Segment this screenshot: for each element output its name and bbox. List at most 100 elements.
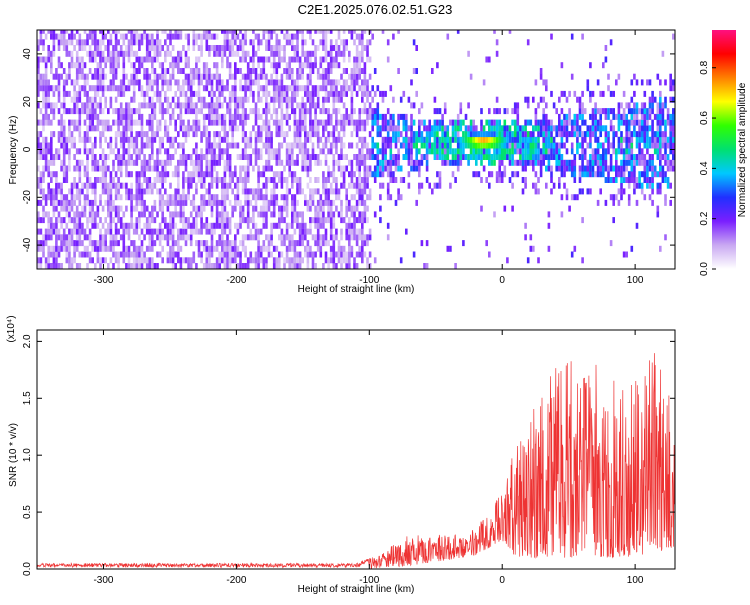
heatmap-cell bbox=[418, 131, 421, 138]
heatmap-cell bbox=[246, 165, 250, 172]
heatmap-cell bbox=[205, 136, 209, 143]
heatmap-cell bbox=[555, 148, 558, 155]
heatmap-cell bbox=[202, 131, 206, 138]
heatmap-cell bbox=[288, 245, 291, 252]
heatmap-cell bbox=[202, 171, 206, 178]
heatmap-cell bbox=[161, 73, 164, 80]
heatmap-cell bbox=[60, 39, 63, 46]
heatmap-cell bbox=[114, 45, 118, 51]
heatmap-cell bbox=[498, 131, 501, 138]
heatmap-cell bbox=[283, 90, 286, 97]
heatmap-cell bbox=[78, 199, 82, 206]
heatmap-cell bbox=[228, 142, 232, 149]
heatmap-cell bbox=[104, 199, 107, 206]
heatmap-cell bbox=[545, 142, 548, 149]
heatmap-cell bbox=[337, 211, 341, 218]
heatmap-cell bbox=[508, 30, 512, 34]
heatmap-cell bbox=[241, 108, 245, 115]
heatmap-cell bbox=[490, 136, 494, 143]
heatmap-cell bbox=[627, 136, 631, 143]
heatmap-cell bbox=[88, 199, 92, 206]
heatmap-cell bbox=[119, 217, 123, 224]
heatmap-cell bbox=[643, 177, 647, 183]
heatmap-cell bbox=[259, 154, 263, 160]
heatmap-cell bbox=[114, 73, 118, 80]
heatmap-cell bbox=[275, 119, 279, 126]
heatmap-cell bbox=[169, 30, 172, 34]
heatmap-cell bbox=[164, 165, 167, 172]
heatmap-cell bbox=[368, 113, 372, 120]
heatmap-cell bbox=[221, 148, 224, 155]
heatmap-cell bbox=[94, 263, 97, 269]
heatmap-cell bbox=[459, 159, 463, 166]
heatmap-cell bbox=[213, 62, 216, 69]
heatmap-cell bbox=[197, 125, 201, 132]
heatmap-cell bbox=[55, 245, 58, 252]
heatmap-cell bbox=[189, 228, 193, 235]
heatmap-cell bbox=[223, 251, 227, 258]
heatmap-cell bbox=[275, 45, 279, 51]
heatmap-cell bbox=[389, 113, 393, 120]
heatmap-cell bbox=[581, 33, 584, 40]
heatmap-cell bbox=[272, 50, 276, 57]
heatmap-cell bbox=[78, 62, 82, 69]
heatmap-cell bbox=[104, 45, 107, 51]
heatmap-cell bbox=[257, 182, 260, 189]
heatmap-cell bbox=[73, 245, 76, 252]
heatmap-cell bbox=[221, 217, 224, 224]
heatmap-cell bbox=[350, 211, 354, 218]
heatmap-cell bbox=[475, 154, 478, 160]
heatmap-cell bbox=[446, 136, 450, 143]
heatmap-cell bbox=[112, 217, 115, 224]
heatmap-cell bbox=[449, 182, 452, 189]
heatmap-cell bbox=[179, 108, 183, 115]
snr-yscale-label: (x10⁴) bbox=[6, 315, 17, 342]
heatmap-cell bbox=[223, 217, 227, 224]
heatmap-cell bbox=[291, 199, 294, 206]
heatmap-cell bbox=[640, 119, 644, 126]
heatmap-cell bbox=[138, 85, 141, 92]
heatmap-cell bbox=[361, 148, 364, 155]
heatmap-cell bbox=[329, 131, 333, 138]
heatmap-cell bbox=[622, 154, 626, 160]
heatmap-cell bbox=[482, 125, 486, 132]
heatmap-cell bbox=[304, 85, 307, 92]
heatmap-cell bbox=[99, 45, 102, 51]
heatmap-cell bbox=[202, 263, 206, 269]
heatmap-cell bbox=[565, 194, 569, 201]
heatmap-cell bbox=[210, 159, 214, 166]
heatmap-cell bbox=[184, 73, 188, 80]
heatmap-cell bbox=[153, 177, 157, 183]
heatmap-cell bbox=[78, 119, 82, 126]
heatmap-cell bbox=[397, 131, 400, 138]
heatmap-cell bbox=[164, 56, 167, 63]
heatmap-cell bbox=[218, 50, 221, 57]
heatmap-cell bbox=[428, 125, 431, 132]
heatmap-cell bbox=[443, 159, 447, 166]
heatmap-cell bbox=[578, 102, 582, 109]
heatmap-cell bbox=[208, 131, 211, 138]
heatmap-cell bbox=[62, 96, 66, 103]
heatmap-cell bbox=[182, 45, 185, 51]
heatmap-cell bbox=[576, 136, 579, 143]
heatmap-cell bbox=[239, 113, 242, 120]
heatmap-cell bbox=[236, 113, 240, 120]
heatmap-cell bbox=[425, 263, 429, 269]
heatmap-cell bbox=[648, 154, 652, 160]
heatmap-cell bbox=[171, 211, 175, 218]
heatmap-cell bbox=[659, 90, 662, 97]
heatmap-cell bbox=[37, 177, 40, 183]
heatmap-cell bbox=[156, 30, 159, 34]
heatmap-cell bbox=[612, 113, 615, 120]
heatmap-cell bbox=[332, 217, 336, 224]
x-tick-label: 100 bbox=[627, 275, 644, 286]
heatmap-cell bbox=[306, 148, 310, 155]
heatmap-cell bbox=[368, 154, 372, 160]
y-tick-label: 2.0 bbox=[22, 334, 33, 348]
heatmap-cell bbox=[322, 73, 325, 80]
heatmap-cell bbox=[669, 136, 672, 143]
heatmap-cell bbox=[526, 148, 530, 155]
heatmap-cell bbox=[304, 245, 307, 252]
heatmap-cell bbox=[156, 211, 159, 218]
